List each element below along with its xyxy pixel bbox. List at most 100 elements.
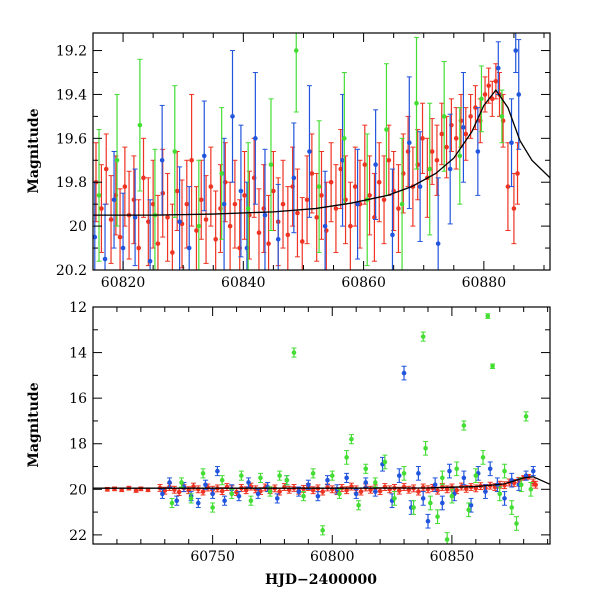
data-point xyxy=(96,193,102,198)
bottom-data-points xyxy=(104,313,539,544)
data-point xyxy=(384,127,389,132)
data-point xyxy=(428,500,433,506)
bottom-plot-frame xyxy=(92,306,551,545)
data-point xyxy=(267,489,273,494)
data-point xyxy=(306,482,311,488)
data-point xyxy=(427,166,433,172)
data-point xyxy=(213,236,218,242)
data-point xyxy=(277,473,282,478)
data-point xyxy=(304,197,310,203)
data-point xyxy=(523,473,529,478)
data-point xyxy=(348,223,353,229)
data-point xyxy=(338,166,344,172)
y-tick-label: 19.8 xyxy=(56,175,87,191)
data-point xyxy=(325,485,330,490)
data-point xyxy=(227,223,233,229)
data-point xyxy=(444,537,450,542)
data-point xyxy=(363,480,369,485)
data-point xyxy=(232,201,238,207)
data-point xyxy=(480,455,486,460)
data-point xyxy=(473,473,479,478)
data-point xyxy=(215,468,220,474)
data-point xyxy=(169,500,175,506)
data-point xyxy=(342,136,347,141)
data-point xyxy=(242,193,247,198)
data-point xyxy=(310,487,316,493)
top-model-curve xyxy=(93,88,550,216)
data-point xyxy=(230,114,235,119)
x-tick-label: 60820 xyxy=(101,275,146,291)
data-point xyxy=(210,491,215,497)
data-point xyxy=(447,166,453,172)
data-point xyxy=(200,471,206,476)
data-point xyxy=(285,232,291,238)
data-point xyxy=(256,230,262,235)
bottom-panel: 60750 60800 60850 12 14 16 18 20 22 Magnitude HJ… xyxy=(26,300,551,588)
data-point xyxy=(444,487,450,492)
data-point xyxy=(463,131,469,137)
data-point xyxy=(108,217,114,222)
data-point xyxy=(219,171,224,176)
x-tick-label: 60750 xyxy=(190,549,235,565)
data-point xyxy=(493,78,499,84)
data-point xyxy=(201,153,207,159)
top-series-0 xyxy=(93,63,521,270)
data-point xyxy=(103,166,109,172)
data-point xyxy=(356,502,361,508)
data-point xyxy=(515,171,520,176)
data-point xyxy=(150,201,156,207)
x-tick-label: 60880 xyxy=(462,275,507,291)
data-point xyxy=(316,184,322,189)
data-point xyxy=(243,487,249,493)
data-point xyxy=(194,228,199,233)
data-point xyxy=(138,486,144,492)
data-point xyxy=(454,466,459,472)
data-point xyxy=(93,234,98,240)
data-point xyxy=(373,162,378,167)
data-point xyxy=(329,473,335,478)
data-point xyxy=(435,241,441,246)
data-point xyxy=(502,496,507,501)
data-point xyxy=(184,201,190,207)
data-point xyxy=(170,250,175,255)
x-tick-label: 60860 xyxy=(341,275,386,291)
data-point xyxy=(114,157,120,163)
data-point xyxy=(435,514,440,519)
data-point xyxy=(337,491,342,497)
data-point xyxy=(439,131,445,137)
data-point xyxy=(417,184,423,189)
data-point xyxy=(160,190,166,196)
data-point xyxy=(325,477,330,483)
bottom-series-2 xyxy=(169,313,534,544)
data-point xyxy=(475,149,481,154)
data-point xyxy=(147,258,153,264)
data-point xyxy=(490,363,495,369)
data-point xyxy=(358,489,364,494)
data-point xyxy=(461,125,466,130)
x-tick-label: 60840 xyxy=(221,275,266,291)
y-tick-label: 20 xyxy=(69,482,87,498)
data-point xyxy=(382,459,388,465)
data-point xyxy=(189,157,194,163)
data-point xyxy=(198,197,204,203)
data-point xyxy=(155,241,161,246)
data-point xyxy=(466,507,471,513)
data-point xyxy=(262,212,268,218)
data-point xyxy=(509,505,515,510)
data-point xyxy=(160,491,165,497)
data-point xyxy=(373,480,378,485)
data-point xyxy=(489,96,495,102)
top-data-points xyxy=(93,33,522,270)
data-point xyxy=(280,201,286,207)
data-point xyxy=(167,480,172,485)
data-point xyxy=(511,206,517,211)
data-point xyxy=(315,493,321,499)
data-point xyxy=(229,491,235,497)
data-point xyxy=(133,488,139,493)
data-point xyxy=(441,114,447,119)
data-point xyxy=(449,493,455,499)
x-tick-label: 60800 xyxy=(310,549,355,565)
data-point xyxy=(301,493,306,499)
bottom-axis-ticks: 60750 60800 60850 12 14 16 18 20 22 xyxy=(69,300,550,565)
data-point xyxy=(487,466,493,472)
